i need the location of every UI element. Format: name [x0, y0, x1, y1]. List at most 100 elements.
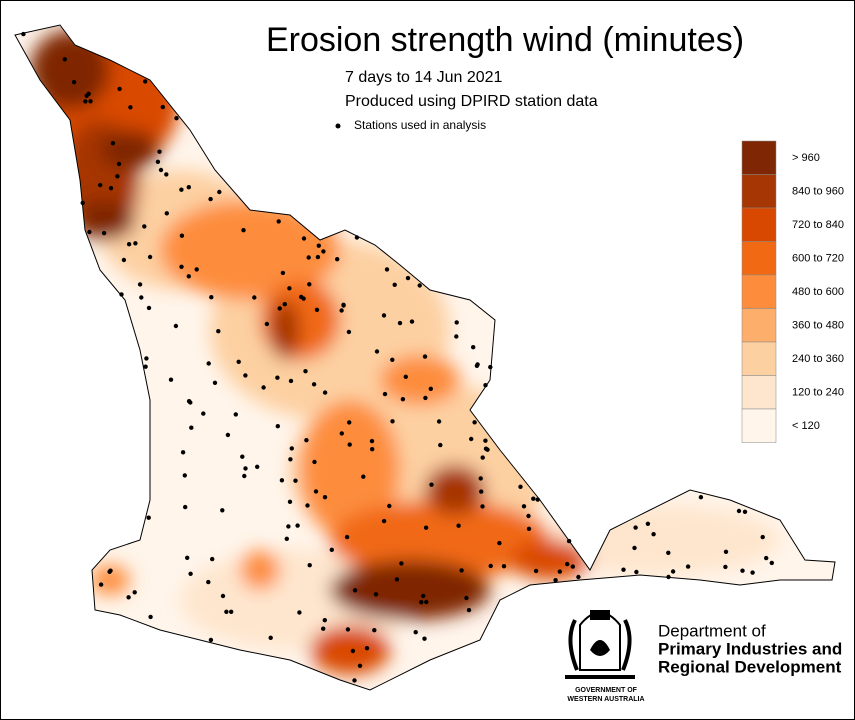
station [306, 255, 311, 260]
legend-swatch [741, 375, 777, 410]
station [242, 473, 247, 479]
station [472, 420, 477, 425]
station [621, 567, 626, 572]
station [208, 196, 213, 202]
station [208, 637, 214, 643]
station [339, 431, 344, 436]
station [566, 538, 572, 544]
station [314, 307, 320, 312]
station [132, 590, 137, 595]
station [155, 159, 161, 164]
station [354, 235, 360, 240]
station [478, 476, 483, 481]
station [557, 569, 562, 574]
station [576, 574, 581, 580]
station [236, 359, 241, 364]
station [289, 446, 294, 451]
station [243, 466, 248, 471]
station [304, 438, 309, 443]
station [121, 257, 127, 263]
station [240, 454, 245, 459]
station [157, 149, 162, 154]
station [295, 523, 300, 528]
station [299, 294, 304, 300]
station [133, 241, 138, 246]
station [346, 329, 352, 335]
station [224, 609, 229, 614]
station [98, 182, 103, 188]
station [311, 382, 317, 387]
station [287, 499, 293, 504]
station [347, 420, 352, 425]
station [179, 264, 184, 269]
station [229, 609, 234, 614]
station [750, 570, 755, 575]
station [535, 497, 540, 502]
station [288, 457, 293, 462]
station [764, 555, 769, 561]
station [769, 560, 774, 566]
station [698, 495, 704, 500]
station [241, 228, 246, 233]
station [347, 442, 352, 447]
station [160, 104, 165, 110]
legend-label: > 960 [792, 152, 820, 164]
station [344, 534, 350, 540]
station [62, 57, 67, 62]
station [483, 446, 489, 451]
station [220, 593, 226, 599]
station [303, 369, 308, 374]
station [261, 385, 266, 390]
legend-label: 480 to 600 [792, 286, 844, 298]
station [179, 233, 185, 238]
station [307, 282, 312, 287]
station [488, 364, 493, 370]
station [173, 323, 179, 329]
station [736, 508, 742, 514]
station [209, 295, 214, 300]
station [479, 489, 484, 494]
legend-swatch [741, 341, 777, 376]
station [464, 595, 469, 601]
station [182, 473, 187, 478]
station [280, 270, 286, 276]
station [429, 482, 434, 487]
station [144, 356, 149, 361]
station [80, 200, 85, 206]
station [126, 242, 132, 247]
station [277, 306, 282, 311]
station [459, 568, 464, 573]
station [666, 550, 671, 555]
station [497, 540, 502, 546]
station [422, 636, 427, 641]
station [422, 354, 428, 359]
legend-swatch [741, 308, 777, 343]
department-text: Department of [658, 621, 766, 640]
station [405, 275, 411, 281]
station [233, 412, 238, 417]
government-text: GOVERNMENT OF [575, 687, 638, 694]
station [382, 391, 388, 397]
station [381, 313, 387, 318]
station [316, 243, 321, 248]
station [454, 334, 459, 339]
station [252, 295, 257, 300]
station [188, 571, 193, 576]
station [424, 599, 429, 605]
department-text: Primary Industries and [658, 639, 842, 658]
station [189, 425, 194, 430]
station [403, 374, 408, 379]
station [666, 574, 671, 580]
station [651, 532, 656, 537]
station [423, 525, 429, 530]
station [143, 364, 148, 369]
station [339, 308, 344, 313]
station [216, 329, 221, 334]
legend: > 960 840 to 960 720 to 840 600 to 720 480 t… [741, 140, 844, 443]
station [275, 424, 280, 429]
station [392, 282, 397, 287]
station [409, 319, 415, 324]
station [186, 399, 192, 404]
stations-label: Stations used in analysis [354, 118, 486, 132]
